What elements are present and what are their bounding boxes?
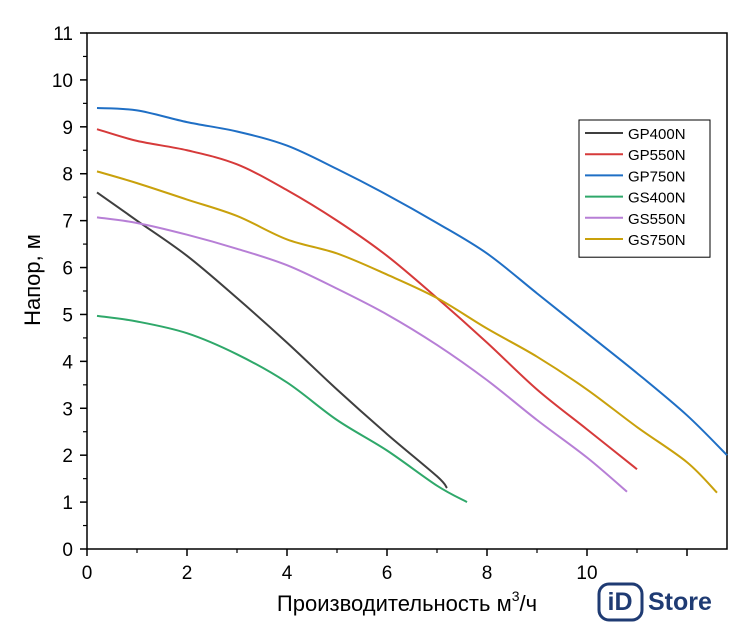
- y-tick-label: 2: [62, 446, 73, 467]
- x-axis-title-sup: 3: [512, 588, 520, 604]
- y-tick-label: 5: [62, 305, 73, 326]
- legend-label: GS400N: [628, 190, 686, 207]
- x-axis-title-main: Производительность м: [277, 591, 512, 616]
- series-line-gp550n: [96, 128, 638, 471]
- y-tick-label: 0: [62, 540, 73, 561]
- y-tick-label: 3: [62, 399, 73, 420]
- y-tick-label: 8: [62, 165, 73, 186]
- logo-text: Store: [648, 588, 712, 616]
- y-axis-title: Напор, м: [20, 234, 45, 326]
- y-tick-label: 9: [62, 118, 73, 139]
- legend-label: GP400N: [628, 126, 686, 143]
- y-tick-label: 7: [62, 212, 73, 233]
- x-tick-label: 2: [182, 563, 193, 584]
- y-tick-label: 4: [62, 352, 73, 373]
- series-line-gs400n: [96, 314, 468, 503]
- x-axis-title: Производительность м3/ч: [277, 588, 537, 616]
- store-logo: iD Store: [597, 582, 712, 622]
- series-line-gs550n: [96, 216, 628, 493]
- series-line-gp400n: [96, 191, 448, 489]
- y-tick-label: 1: [62, 493, 73, 514]
- x-axis-title-tail: /ч: [520, 591, 538, 616]
- x-tick-label: 10: [576, 563, 597, 584]
- y-tick-label: 11: [53, 24, 73, 45]
- y-tick-label: 6: [62, 259, 73, 280]
- plot-frame: [86, 32, 728, 550]
- legend-box: [578, 119, 711, 258]
- logo-mark: iD: [608, 588, 633, 616]
- x-tick-label: 4: [282, 563, 293, 584]
- legend-label: GS550N: [628, 211, 686, 228]
- x-tick-label: 6: [382, 563, 393, 584]
- series-line-gp750n: [96, 107, 728, 456]
- legend-label: GP750N: [628, 168, 686, 185]
- y-tick-label: 10: [52, 71, 73, 92]
- plot-area: [86, 32, 728, 550]
- x-tick-label: 8: [482, 563, 493, 584]
- legend-label: GS750N: [628, 232, 686, 249]
- legend-label: GP550N: [628, 147, 686, 164]
- series-lines: [96, 107, 728, 503]
- series-line-gs750n: [96, 170, 718, 494]
- axes: 0 1 2 3 4 5 6 7 8 9 10 11 0 2 4 6 8 10: [52, 24, 688, 584]
- x-tick-label: 0: [82, 563, 93, 584]
- logo-mark-box: [597, 582, 644, 622]
- legend: GP400N GP550N GP750N GS400N GS550N GS750N: [578, 119, 711, 258]
